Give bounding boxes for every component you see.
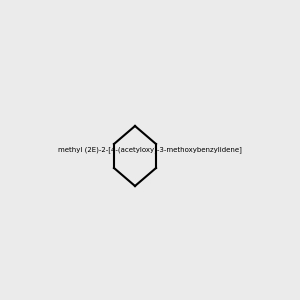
Text: methyl (2E)-2-[4-(acetyloxy)-3-methoxybenzylidene]: methyl (2E)-2-[4-(acetyloxy)-3-methoxybe… <box>58 147 242 153</box>
